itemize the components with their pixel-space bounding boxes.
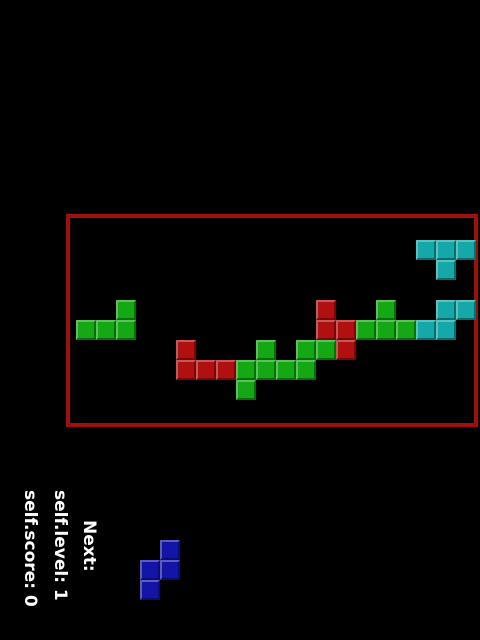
next-piece-block	[140, 580, 160, 600]
board-block-cyan	[456, 240, 476, 260]
board-block-red	[336, 320, 356, 340]
board-block-cyan	[416, 240, 436, 260]
board-block-green	[356, 320, 376, 340]
score-label: self.score: 0	[20, 490, 40, 607]
board-block-cyan	[436, 240, 456, 260]
board-block-green	[296, 340, 316, 360]
next-piece-block	[140, 560, 160, 580]
board-block-green	[396, 320, 416, 340]
board-block-red	[316, 300, 336, 320]
next-piece-block	[160, 540, 180, 560]
board-block-cyan	[436, 320, 456, 340]
next-piece-preview	[138, 538, 182, 602]
board-block-green	[256, 360, 276, 380]
board-block-red	[176, 340, 196, 360]
board-block-red	[316, 320, 336, 340]
level-label: self.level: 1	[50, 490, 70, 601]
board-block-green	[296, 360, 316, 380]
board-block-cyan	[436, 300, 456, 320]
board-block-green	[236, 360, 256, 380]
board-block-green	[256, 340, 276, 360]
board-block-green	[376, 320, 396, 340]
board-block-cyan	[456, 300, 476, 320]
next-piece-block	[160, 560, 180, 580]
board-block-red	[196, 360, 216, 380]
board-block-green	[316, 340, 336, 360]
board-block-cyan	[436, 260, 456, 280]
board-block-cyan	[416, 320, 436, 340]
board-block-red	[336, 340, 356, 360]
board-block-red	[176, 360, 196, 380]
next-label: Next:	[79, 520, 99, 572]
board-block-green	[276, 360, 296, 380]
board-block-green	[116, 320, 136, 340]
game-board	[66, 214, 478, 427]
board-block-green	[76, 320, 96, 340]
board-block-green	[96, 320, 116, 340]
board-block-green	[116, 300, 136, 320]
board-block-red	[216, 360, 236, 380]
board-block-green	[236, 380, 256, 400]
board-block-green	[376, 300, 396, 320]
